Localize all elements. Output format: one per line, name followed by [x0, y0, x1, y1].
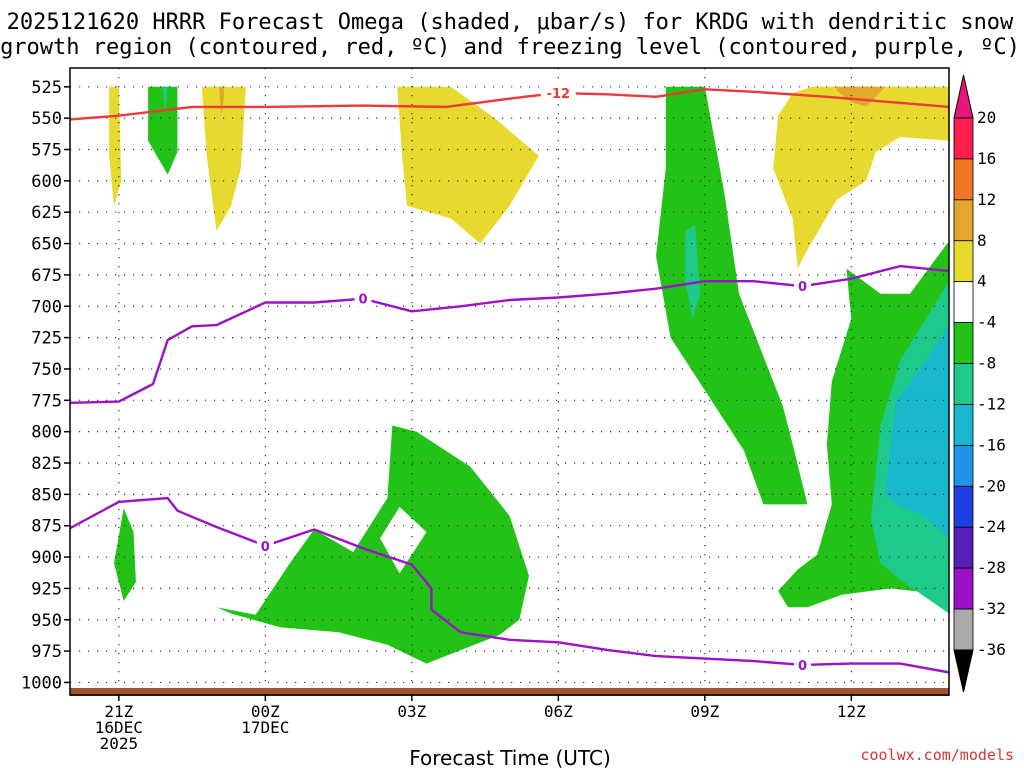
colorbar-label: -8 [977, 354, 996, 373]
plot-frame [69, 67, 950, 696]
colorbar: 20 16 12 8 4 -4 -8 -12 -16 -20 -24 -28 -32 -36 [953, 74, 1006, 693]
x-tick-label: 03Z [397, 702, 426, 721]
chart-title-line-1: 2025121620 HRRR Forecast Omega (shaded, … [7, 10, 1014, 35]
freezing-level-lower-contour-label: 0 [261, 540, 270, 555]
y-tick-label: 750 [31, 360, 62, 380]
colorbar-segment [953, 117, 974, 160]
colorbar-label: -16 [977, 435, 1006, 454]
omega-region-down-moderate-b [218, 86, 224, 116]
omega-region-down-weak-c [397, 86, 539, 244]
y-tick-label: 725 [31, 329, 62, 349]
omega-region-down-moderate-a [836, 86, 886, 107]
colorbar-label: 16 [977, 149, 996, 168]
colorbar-segment [953, 199, 974, 242]
ground-surface [70, 688, 949, 696]
y-tick-label: 525 [31, 78, 62, 98]
colorbar-segment [953, 567, 974, 610]
dgz-minus12-contour-label-bg [540, 85, 576, 102]
x-tick-label: 16DEC [95, 718, 143, 737]
colorbar-segment [953, 404, 974, 446]
colorbar-label: -12 [977, 394, 1006, 413]
colorbar-label: 20 [977, 108, 996, 127]
y-axis: 525 550 575 600 625 650 675 700 725 750 775 800 825 8… [21, 78, 70, 693]
colorbar-label: -20 [977, 476, 1006, 495]
colorbar-segment [953, 281, 974, 324]
omega-region-up-moderate-a [162, 86, 168, 112]
gridlines [70, 68, 949, 695]
y-tick-label: 700 [31, 297, 62, 317]
colorbar-segment [953, 322, 974, 364]
colorbar-label: -28 [977, 558, 1006, 577]
y-tick-label: 900 [31, 548, 62, 568]
x-tick-label: 12Z [837, 702, 866, 721]
omega-region-down-weak-d [773, 86, 949, 269]
dgz-minus12-contour-label: -12 [547, 87, 571, 102]
colorbar-segment [953, 240, 974, 283]
freezing-level-lower-contour-label: 0 [798, 659, 807, 674]
chart-title-line-2: growth region (contoured, red, ºC) and f… [0, 35, 1020, 60]
omega-region-up-strong-a [885, 325, 949, 539]
credit-link[interactable]: coolwx.com/models [860, 746, 1014, 764]
y-tick-label: 600 [31, 172, 62, 192]
y-tick-label: 925 [31, 579, 62, 599]
freezing-level-upper-contour [70, 264, 949, 404]
freezing-level-lower-contour-label-bg [256, 537, 274, 554]
y-tick-label: 950 [31, 611, 62, 631]
x-tick-label: 21Z [104, 702, 133, 721]
y-tick-label: 625 [31, 203, 62, 223]
colorbar-bottom-arrow [953, 649, 974, 693]
y-tick-label: 1000 [21, 673, 62, 693]
colorbar-label: -36 [977, 640, 1006, 659]
contour-lines: -12 0 0 0 0 [70, 85, 949, 674]
y-tick-label: 850 [31, 485, 62, 505]
omega-region-up-weak-d [656, 86, 808, 505]
freezing-level-upper-contour-label-bg [794, 278, 811, 295]
x-axis-label: Forecast Time (UTC) [409, 746, 611, 768]
freezing-level-upper-contour-label: 0 [798, 280, 807, 295]
colorbar-label: -24 [977, 517, 1006, 536]
x-tick-label: 17DEC [241, 718, 289, 737]
y-tick-label: 775 [31, 391, 62, 411]
y-tick-label: 650 [31, 235, 62, 255]
omega-region-up-weak-c [216, 425, 529, 664]
omega-region-up-moderate-b [685, 224, 700, 319]
colorbar-segment [953, 485, 974, 528]
x-tick-label: 2025 [100, 734, 139, 753]
colorbar-label: 4 [977, 272, 987, 291]
freezing-level-lower-contour-label-bg [794, 656, 811, 673]
x-tick-label: 00Z [251, 702, 280, 721]
colorbar-segment [953, 158, 974, 201]
colorbar-label: 8 [977, 231, 987, 250]
colorbar-label: 12 [977, 190, 996, 209]
y-tick-label: 825 [31, 454, 62, 474]
freezing-level-upper-contour-label: 0 [358, 293, 367, 308]
colorbar-segment [953, 608, 974, 651]
y-tick-label: 875 [31, 517, 62, 537]
freezing-level-lower-contour [70, 496, 949, 674]
omega-region-up-weak-a [114, 508, 136, 601]
colorbar-segment [953, 363, 974, 405]
colorbar-label: -32 [977, 599, 1006, 618]
y-tick-label: 550 [31, 109, 62, 129]
colorbar-segment [953, 444, 974, 487]
colorbar-top-arrow [953, 74, 974, 119]
y-tick-label: 800 [31, 423, 62, 443]
y-tick-label: 975 [31, 642, 62, 662]
y-tick-label: 675 [31, 266, 62, 286]
freezing-level-upper-contour-label-bg [354, 290, 372, 307]
x-tick-label: 06Z [544, 702, 573, 721]
y-tick-label: 575 [31, 141, 62, 161]
colorbar-segment [953, 526, 974, 569]
omega-region-down-weak-b [201, 86, 246, 231]
colorbar-label: -4 [977, 313, 996, 332]
x-tick-label: 09Z [690, 702, 719, 721]
